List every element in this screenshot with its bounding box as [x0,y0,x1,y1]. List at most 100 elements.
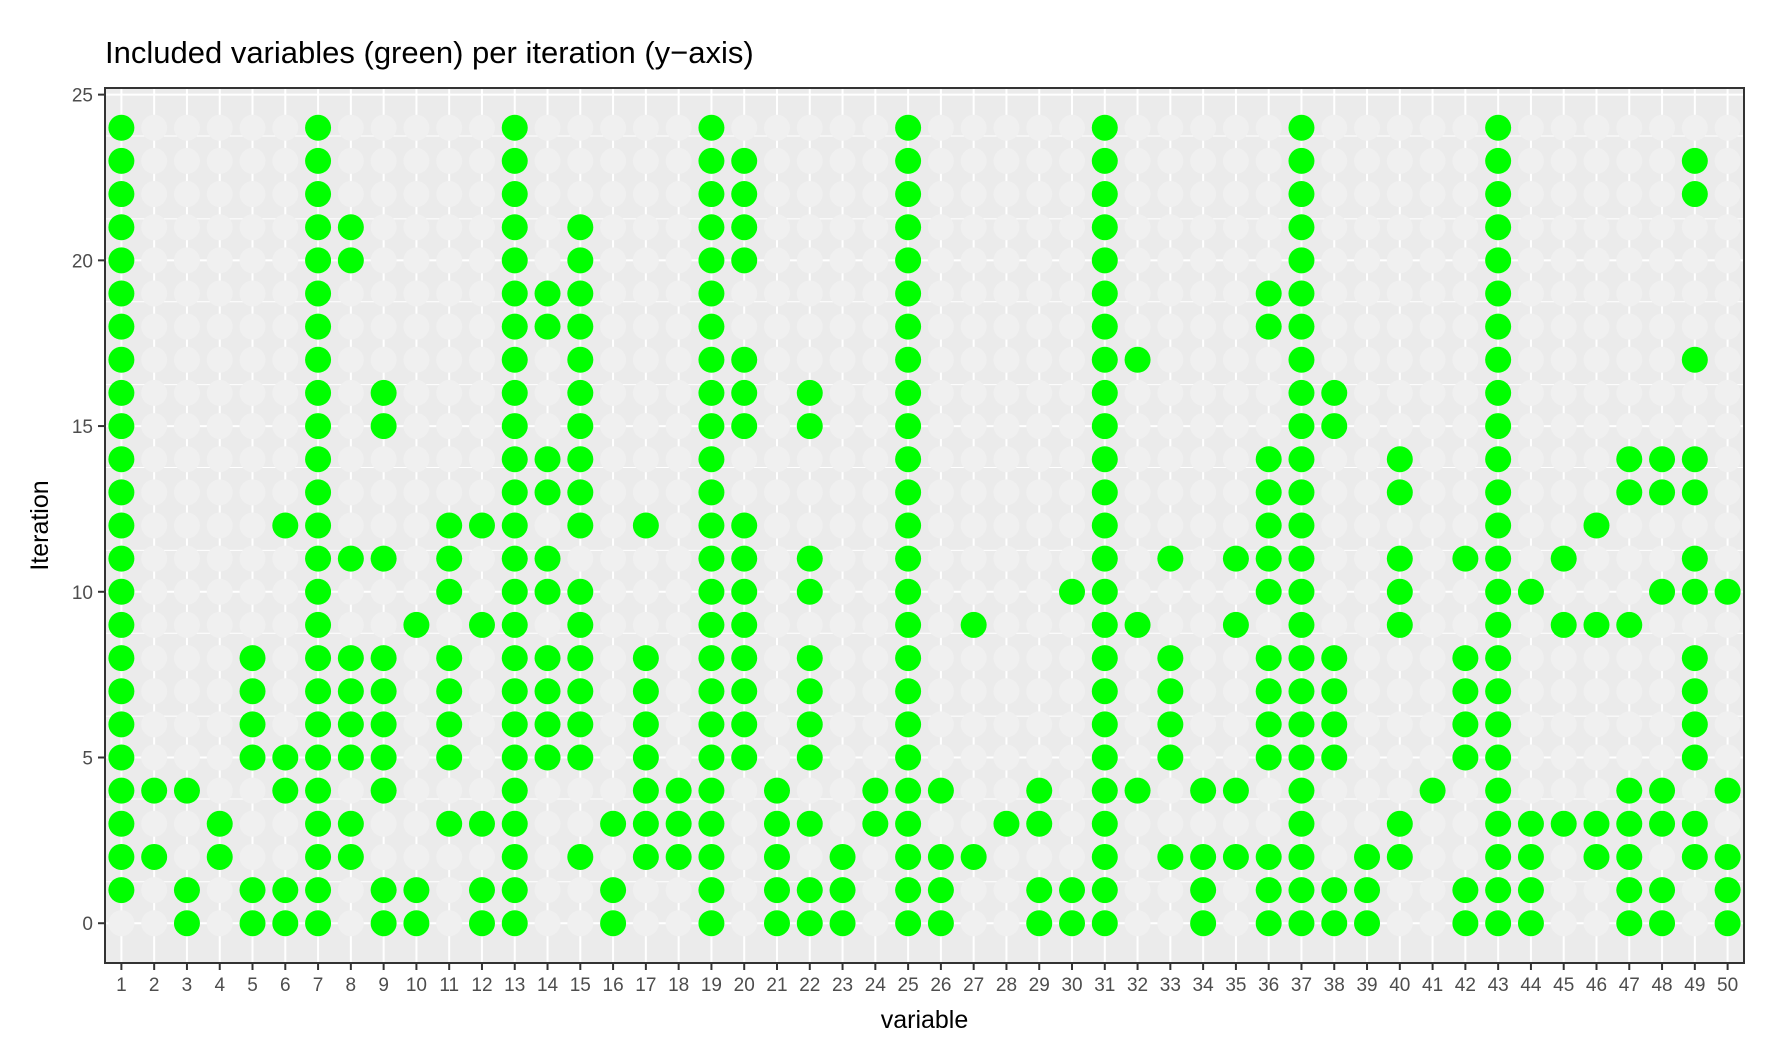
included-point [1681,744,1708,771]
excluded-point [1649,512,1676,539]
excluded-point [1550,910,1577,937]
excluded-point [927,479,954,506]
included-point [895,313,922,340]
included-point [1255,313,1282,340]
excluded-point [1616,678,1643,705]
included-point [534,645,561,672]
excluded-point [829,379,856,406]
included-point [337,247,364,274]
excluded-point [1452,479,1479,506]
excluded-point [731,777,758,804]
excluded-point [796,181,823,208]
included-point [895,280,922,307]
included-point [1255,446,1282,473]
excluded-point [1354,280,1381,307]
excluded-point [632,247,659,274]
excluded-point [1026,512,1053,539]
excluded-point [927,313,954,340]
excluded-point [468,744,495,771]
x-tick-label: 27 [963,975,984,996]
included-point [468,910,495,937]
excluded-point [665,346,692,373]
excluded-point [1714,247,1741,274]
included-point [567,711,594,738]
excluded-point [468,711,495,738]
included-point [1091,479,1118,506]
excluded-point [1026,678,1053,705]
excluded-point [173,280,200,307]
included-point [698,446,725,473]
included-point [370,910,397,937]
excluded-point [960,446,987,473]
excluded-point [534,611,561,638]
included-point [305,379,332,406]
excluded-point [665,114,692,141]
excluded-point [960,247,987,274]
included-point [534,446,561,473]
included-point [665,810,692,837]
included-point [567,346,594,373]
included-point [567,843,594,870]
excluded-point [763,214,790,241]
excluded-point [1419,280,1446,307]
excluded-point [403,711,430,738]
excluded-point [927,578,954,605]
excluded-point [1157,114,1184,141]
included-point [534,678,561,705]
excluded-point [763,379,790,406]
excluded-point [1124,910,1151,937]
excluded-point [862,346,889,373]
excluded-point [1681,280,1708,307]
excluded-point [1059,479,1086,506]
included-point [1452,877,1479,904]
excluded-point [141,744,168,771]
excluded-point [796,247,823,274]
excluded-point [796,147,823,174]
included-point [1386,810,1413,837]
included-point [927,777,954,804]
included-point [1616,910,1643,937]
included-point [1354,877,1381,904]
excluded-point [1616,313,1643,340]
included-point [108,346,135,373]
included-point [1616,479,1643,506]
excluded-point [1222,446,1249,473]
excluded-point [1419,181,1446,208]
excluded-point [1059,545,1086,572]
included-point [108,114,135,141]
excluded-point [632,147,659,174]
excluded-point [239,578,266,605]
included-point [1550,545,1577,572]
included-point [1222,843,1249,870]
excluded-point [239,313,266,340]
excluded-point [1354,446,1381,473]
included-point [468,611,495,638]
excluded-point [993,678,1020,705]
included-point [1321,711,1348,738]
excluded-point [665,711,692,738]
excluded-point [665,479,692,506]
excluded-points [108,114,1741,937]
excluded-point [272,214,299,241]
excluded-point [141,910,168,937]
included-point [1485,181,1512,208]
excluded-point [1517,181,1544,208]
excluded-point [632,479,659,506]
included-point [567,446,594,473]
included-point [1288,181,1315,208]
excluded-point [1354,711,1381,738]
included-point [1485,910,1512,937]
excluded-point [1616,114,1643,141]
excluded-point [632,346,659,373]
included-point [436,810,463,837]
excluded-point [1419,545,1446,572]
excluded-point [1124,247,1151,274]
excluded-point [206,744,233,771]
excluded-point [1517,280,1544,307]
included-point [1485,678,1512,705]
included-point [632,645,659,672]
included-point [1091,313,1118,340]
excluded-point [829,181,856,208]
included-point [1354,910,1381,937]
included-point [796,678,823,705]
